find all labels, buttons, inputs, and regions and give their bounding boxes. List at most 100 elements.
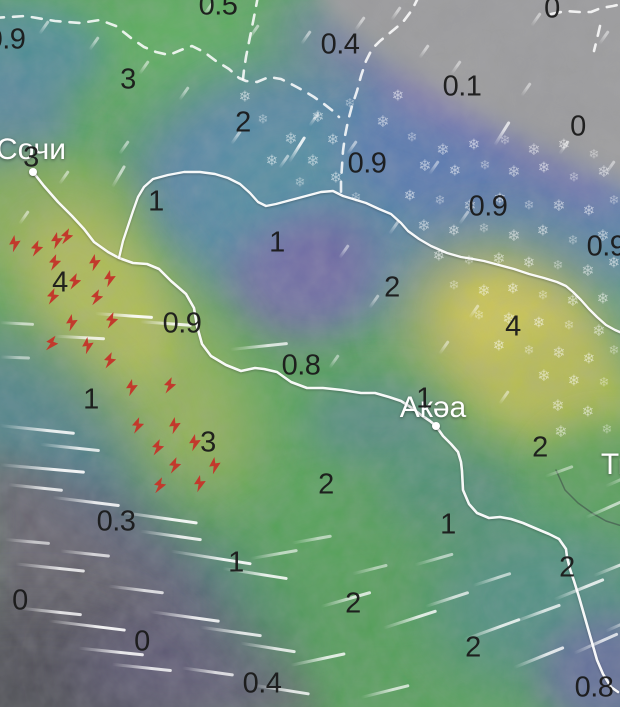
- precip-value-label: 0.8: [574, 671, 614, 704]
- snowflake-icon: ❄: [447, 221, 461, 240]
- snowflake-icon: ❄: [537, 158, 551, 177]
- precip-value-label: 1: [83, 383, 99, 416]
- snowflake-icon: ❄: [537, 366, 551, 385]
- snowflake-icon: ❄: [523, 198, 535, 214]
- precip-value-label: 1: [440, 508, 456, 541]
- city-dot: [29, 168, 37, 176]
- snowflake-icon: ❄: [557, 135, 571, 154]
- snowflake-icon: ❄: [563, 318, 575, 334]
- snowflake-icon: ❄: [432, 246, 446, 265]
- snowflake-icon: ❄: [326, 130, 340, 149]
- snowflake-icon: ❄: [344, 96, 356, 112]
- snowflake-icon: ❄: [448, 161, 462, 180]
- region-border-dashed-1: [0, 14, 341, 119]
- snowflake-icon: ❄: [434, 193, 446, 209]
- snowflake-icon: ❄: [551, 396, 565, 415]
- snowflake-icon: ❄: [492, 336, 506, 355]
- precip-value-label: 2: [559, 551, 575, 584]
- region-border-dashed-3: [241, 0, 259, 81]
- snowflake-icon: ❄: [536, 221, 550, 240]
- snowflake-icon: ❄: [463, 253, 475, 269]
- snowflake-icon: ❄: [499, 133, 511, 149]
- snowflake-icon: ❄: [537, 288, 549, 304]
- snowflake-icon: ❄: [552, 258, 564, 274]
- snowflake-icon: ❄: [566, 291, 580, 310]
- city-label: Сочи: [0, 133, 67, 166]
- snowflake-icon: ❄: [554, 422, 568, 441]
- city-dot: [432, 422, 440, 430]
- precip-value-label: 2: [532, 431, 548, 464]
- precip-value-label: 2: [235, 106, 251, 139]
- precip-value-label: 0: [12, 584, 28, 617]
- snowflake-icon: ❄: [568, 170, 580, 186]
- precip-value-label: 4: [505, 310, 521, 343]
- city-label: Акəа: [399, 391, 467, 424]
- snowflake-icon: ❄: [601, 422, 613, 438]
- region-border-dashed-2: [339, 0, 419, 196]
- precip-value-label: 1: [416, 382, 432, 415]
- precip-value-label: 1: [148, 185, 164, 218]
- precip-value-label: 0.8: [281, 349, 321, 382]
- snowflake-icon: ❄: [350, 190, 362, 206]
- snowflake-icon: ❄: [477, 281, 491, 300]
- snowflake-icon: ❄: [608, 343, 620, 359]
- snowflake-icon: ❄: [597, 162, 611, 181]
- snowflake-icon: ❄: [417, 216, 431, 235]
- snowflake-icon: ❄: [284, 129, 298, 148]
- precip-value-label: 2: [345, 587, 361, 620]
- snowflake-icon: ❄: [598, 375, 610, 391]
- snowflake-icon: ❄: [567, 233, 579, 249]
- precip-value-label: 0.9: [162, 307, 202, 340]
- precip-value-label: 0.9: [347, 147, 387, 180]
- precip-value-label: 1: [269, 226, 285, 259]
- snowflake-icon: ❄: [265, 151, 279, 170]
- snowflake-icon: ❄: [502, 309, 516, 328]
- coastline-path: [31, 170, 620, 694]
- precip-value-label: 0.9: [468, 190, 508, 223]
- snowflake-icon: ❄: [436, 140, 450, 159]
- precip-value-label: 2: [318, 468, 334, 501]
- precip-value-label: 0: [134, 625, 150, 658]
- snowflake-icon: ❄: [552, 343, 566, 362]
- snowflake-icon: ❄: [473, 308, 485, 324]
- snowflake-icon: ❄: [418, 156, 432, 175]
- snowflake-icon: ❄: [582, 349, 596, 368]
- snowflake-icon: ❄: [582, 201, 596, 220]
- snowflake-icon: ❄: [311, 107, 325, 126]
- snowflake-icon: ❄: [506, 279, 520, 298]
- snowflake-icon: ❄: [306, 151, 320, 170]
- precip-value-label: 1: [228, 546, 244, 579]
- region-border-dashed-5: [592, 24, 602, 53]
- precip-value-label: 0.5: [198, 0, 238, 22]
- precip-value-label: 0.9: [0, 23, 26, 56]
- country-border-path: [117, 170, 620, 334]
- precip-value-label: 0.4: [320, 28, 360, 61]
- snowflake-icon: ❄: [329, 168, 343, 187]
- snowflake-icon: ❄: [467, 135, 481, 154]
- snowflake-icon: ❄: [581, 402, 595, 421]
- city-label: Тк: [600, 448, 620, 481]
- snowflake-icon: ❄: [376, 112, 390, 131]
- precip-value-label: 0.9: [586, 230, 620, 263]
- precip-value-label: 3: [120, 63, 136, 96]
- snowflake-icon: ❄: [588, 147, 600, 163]
- precip-value-label: 0: [544, 0, 560, 25]
- snowflake-icon: ❄: [523, 343, 535, 359]
- river-line: [555, 469, 620, 527]
- snowflake-icon: ❄: [238, 87, 252, 106]
- snowflake-icon: ❄: [596, 289, 610, 308]
- snowflake-icon: ❄: [567, 371, 581, 390]
- region-border-dashed-4: [549, 3, 620, 16]
- snowflake-icon: ❄: [607, 253, 620, 272]
- snowflake-icon: ❄: [581, 261, 595, 280]
- precip-value-label: 3: [200, 426, 216, 459]
- snowflake-icon: ❄: [522, 253, 536, 272]
- snowflake-icon: ❄: [257, 112, 269, 128]
- snowflake-icon: ❄: [391, 86, 405, 105]
